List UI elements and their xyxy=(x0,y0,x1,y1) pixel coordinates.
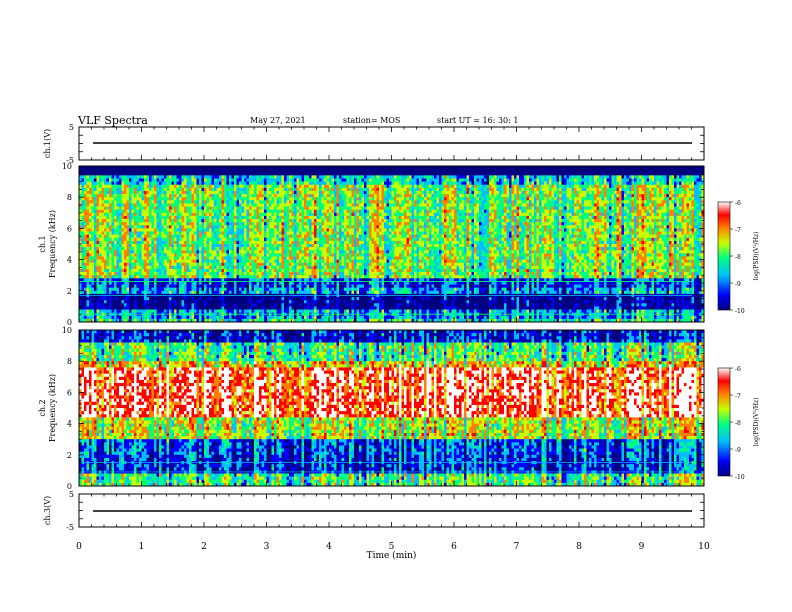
x-tick-label: 10 xyxy=(698,542,710,552)
x-axis-label: Time (min) xyxy=(367,550,417,561)
date-label: May 27, 2021 xyxy=(250,116,306,125)
colorbar-tick-label: -6 xyxy=(735,366,741,373)
colorbar-tick-label: -10 xyxy=(735,308,745,315)
x-tick-label: 2 xyxy=(201,542,207,552)
figure-title: VLF Spectra xyxy=(78,114,148,127)
colorbar-label: log(PSD)(V²/Hz) xyxy=(753,232,760,281)
axis-ticks xyxy=(78,126,733,528)
y-tick-label: 2 xyxy=(67,287,72,296)
y-tick-label: 6 xyxy=(67,224,72,233)
y-tick-label: 5 xyxy=(69,123,74,132)
y-tick-label: 0 xyxy=(67,318,72,327)
y-tick-label: 6 xyxy=(67,388,72,397)
colorbar-tick-label: -9 xyxy=(735,447,741,454)
x-tick-label: 4 xyxy=(326,542,332,552)
colorbar-label: log(PSD)(V²/Hz) xyxy=(753,398,760,447)
ch2-spectrogram-cells xyxy=(79,330,705,487)
y-axis-label-ch1: ch.1Frequency (kHz) xyxy=(38,210,57,278)
y-axis-label-ch1: ch.1(V) xyxy=(43,129,52,158)
colorbar-tick-label: -8 xyxy=(735,420,741,427)
x-tick-label: 5 xyxy=(389,542,395,552)
colorbar-tick-label: -10 xyxy=(735,474,745,481)
y-tick-label: -5 xyxy=(66,156,74,165)
x-tick-label: 0 xyxy=(76,542,82,552)
y-tick-label: 5 xyxy=(69,490,74,499)
station-label: station= MOS xyxy=(343,116,401,125)
y-tick-label: 4 xyxy=(67,256,72,265)
y-axis-label-ch2: ch.2Frequency (kHz) xyxy=(38,374,57,442)
x-tick-label: 9 xyxy=(639,542,645,552)
colorbar-tick-label: -9 xyxy=(735,281,741,288)
y-tick-label: 0 xyxy=(67,482,72,491)
y-tick-label: 4 xyxy=(67,420,72,429)
ch1-colorbar xyxy=(717,201,731,311)
ch2-spectrogram-panel xyxy=(78,329,705,487)
ch2-colorbar xyxy=(717,367,731,477)
colorbar-tick-label: -8 xyxy=(735,254,741,261)
colorbar-tick-label: -7 xyxy=(735,227,741,234)
x-tick-label: 1 xyxy=(139,542,145,552)
x-tick-label: 6 xyxy=(451,542,457,552)
x-tick-label: 8 xyxy=(576,542,582,552)
colorbar-tick-label: -6 xyxy=(735,200,741,207)
y-tick-label: 10 xyxy=(62,162,72,171)
ch1-spectrogram-panel xyxy=(78,165,705,323)
ch3-voltage-panel xyxy=(78,493,705,528)
x-tick-label: 7 xyxy=(514,542,520,552)
colorbar-tick-label: -7 xyxy=(735,393,741,400)
y-axis-label-ch3: ch.3(V) xyxy=(43,496,52,525)
x-tick-label: 3 xyxy=(264,542,270,552)
y-tick-label: 2 xyxy=(67,451,72,460)
y-tick-label: 8 xyxy=(67,193,72,202)
y-tick-label: 8 xyxy=(67,357,72,366)
y-tick-label: 10 xyxy=(62,326,72,335)
ch1-voltage-panel xyxy=(78,126,705,161)
start-time-label: start UT = 16: 30: 1 xyxy=(437,116,519,125)
ch1-spectrogram-cells xyxy=(79,166,705,323)
y-tick-label: -5 xyxy=(66,523,74,532)
